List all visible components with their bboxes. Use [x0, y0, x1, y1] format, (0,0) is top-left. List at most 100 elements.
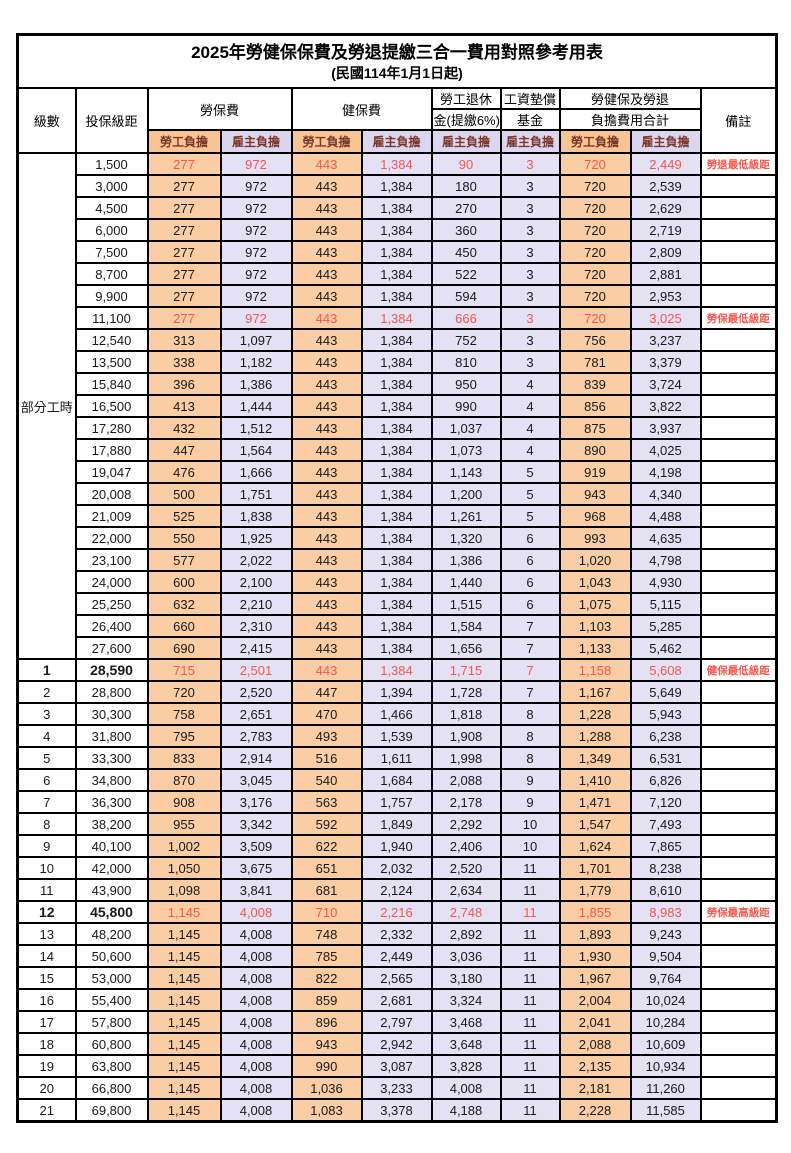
cell-health-employee: 651: [290, 856, 363, 880]
cell-remark: [699, 966, 778, 990]
cell-fund-employer: 11: [499, 1032, 561, 1056]
cell-bracket: 3,000: [74, 174, 149, 198]
cell-health-employer: 2,681: [360, 988, 433, 1012]
cell-pension-employer: 3,324: [430, 988, 502, 1012]
cell-pension-employer: 1,320: [430, 526, 502, 550]
cell-labor-employee: 500: [146, 482, 222, 506]
table-row: 15,840 396 1,386 443 1,384 950 4 839 3,724: [18, 372, 778, 396]
cell-fund-employer: 5: [499, 482, 561, 506]
cell-health-employee: 822: [290, 966, 363, 990]
cell-health-employee: 470: [290, 702, 363, 726]
cell-labor-employer: 2,415: [219, 636, 293, 660]
cell-total-employee: 756: [558, 328, 632, 352]
cell-total-employee: 856: [558, 394, 632, 418]
cell-remark: [699, 570, 778, 594]
cell-bracket: 13,500: [74, 350, 149, 374]
cell-fund-employer: 11: [499, 856, 561, 880]
cell-total-employee: 1,779: [558, 878, 632, 902]
cell-health-employer: 1,466: [360, 702, 433, 726]
cell-total-employer: 2,809: [629, 240, 702, 264]
cell-health-employer: 2,449: [360, 944, 433, 968]
cell-health-employer: 1,940: [360, 834, 433, 858]
cell-pension-employer: 270: [430, 196, 502, 220]
cell-labor-employee: 1,145: [146, 900, 222, 924]
table-row: 7,500 277 972 443 1,384 450 3 720 2,809: [18, 240, 778, 264]
cell-fund-employer: 7: [499, 680, 561, 704]
col-header-total-line2: 負擔費用合計: [558, 108, 702, 131]
cell-health-employer: 2,124: [360, 878, 433, 902]
cell-labor-employer: 1,666: [219, 460, 293, 484]
cell-total-employer: 9,764: [629, 966, 702, 990]
cell-total-employee: 781: [558, 350, 632, 374]
cell-fund-employer: 11: [499, 1010, 561, 1034]
subheader-labor-employee: 勞工負擔: [146, 129, 222, 154]
subheader-total-employee: 勞工負擔: [558, 129, 632, 154]
cell-fund-employer: 9: [499, 790, 561, 814]
cell-health-employer: 1,384: [360, 570, 433, 594]
cell-total-employer: 2,953: [629, 284, 702, 308]
cell-health-employee: 443: [290, 416, 363, 440]
cell-total-employee: 968: [558, 504, 632, 528]
cell-labor-employer: 4,008: [219, 1076, 293, 1100]
table-row: 8,700 277 972 443 1,384 522 3 720 2,881: [18, 262, 778, 286]
cell-labor-employer: 4,008: [219, 1054, 293, 1078]
table-row: 18 60,800 1,145 4,008 943 2,942 3,648 11 2,088 10…: [16, 1032, 778, 1056]
table-row: 9 40,100 1,002 3,509 622 1,940 2,406 10 1,624 7,8…: [16, 834, 778, 858]
cell-health-employer: 1,384: [360, 152, 433, 176]
cell-total-employer: 8,610: [629, 878, 702, 902]
cell-total-employer: 10,609: [629, 1032, 702, 1056]
cell-total-employer: 7,493: [629, 812, 702, 836]
cell-pension-employer: 360: [430, 218, 502, 242]
cell-labor-employee: 1,145: [146, 1010, 222, 1034]
cell-pension-employer: 1,715: [430, 658, 502, 682]
cell-bracket: 66,800: [74, 1076, 149, 1100]
cell-fund-employer: 3: [499, 306, 561, 330]
cell-total-employer: 5,649: [629, 680, 702, 704]
header-row-groups-1: 級數 投保級距 勞保費 健保費 勞工退休 工資墊償 勞健保及勞退 備註: [16, 87, 778, 154]
cell-fund-employer: 4: [499, 416, 561, 440]
cell-health-employee: 896: [290, 1010, 363, 1034]
cell-health-employee: 748: [290, 922, 363, 946]
cell-health-employer: 1,384: [360, 174, 433, 198]
table-row: 11,100 277 972 443 1,384 666 3 720 3,025 勞保最低級距: [18, 306, 778, 330]
cell-health-employee: 493: [290, 724, 363, 748]
cell-pension-employer: 3,828: [430, 1054, 502, 1078]
table-row: 8 38,200 955 3,342 592 1,849 2,292 10 1,547 7,493: [16, 812, 778, 836]
cell-labor-employer: 4,008: [219, 988, 293, 1012]
cell-health-employer: 2,032: [360, 856, 433, 880]
cell-fund-employer: 3: [499, 196, 561, 220]
cell-remark: [699, 526, 778, 550]
cell-health-employer: 1,384: [360, 372, 433, 396]
cell-remark: [699, 548, 778, 572]
cell-labor-employer: 972: [219, 174, 293, 198]
subheader-pension-employer: 雇主負擔: [430, 129, 502, 154]
cell-pension-employer: 4,188: [430, 1098, 502, 1123]
table-header: 2025年勞健保保費及勞退提繳三合一費用對照參考用表 (民國114年1月1日起)…: [16, 33, 778, 154]
cell-total-employer: 10,934: [629, 1054, 702, 1078]
cell-health-employer: 1,539: [360, 724, 433, 748]
cell-pension-employer: 666: [430, 306, 502, 330]
cell-total-employer: 8,238: [629, 856, 702, 880]
cell-total-employer: 5,943: [629, 702, 702, 726]
cell-labor-employer: 4,008: [219, 900, 293, 924]
cell-bracket: 42,000: [74, 856, 149, 880]
cell-bracket: 28,800: [74, 680, 149, 704]
cell-labor-employer: 1,182: [219, 350, 293, 374]
cell-bracket: 19,047: [74, 460, 149, 484]
cell-pension-employer: 522: [430, 262, 502, 286]
table-row: 16 55,400 1,145 4,008 859 2,681 3,324 11 2,004 10…: [16, 988, 778, 1012]
cell-remark: [699, 196, 778, 220]
cell-health-employer: 3,378: [360, 1098, 433, 1123]
cell-total-employee: 1,349: [558, 746, 632, 770]
cell-labor-employer: 4,008: [219, 922, 293, 946]
cell-fund-employer: 3: [499, 152, 561, 176]
header-row-sub: 勞工負擔 雇主負擔 勞工負擔 雇主負擔 雇主負擔 雇主負擔 勞工負擔 雇主負擔: [18, 129, 777, 154]
table-row: 12,540 313 1,097 443 1,384 752 3 756 3,237: [18, 328, 778, 352]
cell-pension-employer: 2,292: [430, 812, 502, 836]
cell-level: 20: [16, 1076, 77, 1100]
cell-remark: [699, 988, 778, 1012]
cell-total-employer: 2,719: [629, 218, 702, 242]
col-header-bracket: 投保級距: [74, 87, 149, 154]
cell-pension-employer: 990: [430, 394, 502, 418]
table-row: 3 30,300 758 2,651 470 1,466 1,818 8 1,228 5,943: [16, 702, 778, 726]
